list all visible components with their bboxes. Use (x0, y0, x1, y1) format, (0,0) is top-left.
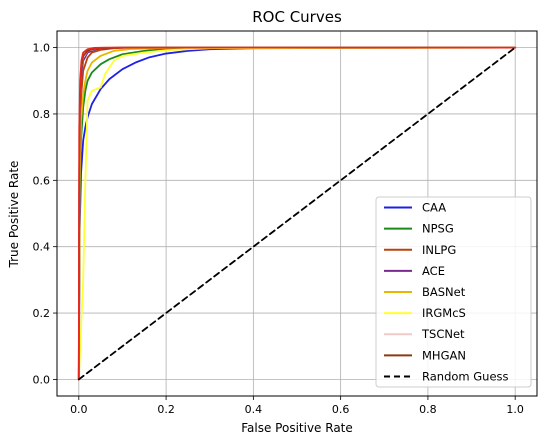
legend: CAA NPSG INLPG ACE BASNet IRGMcS TSCNet MHGAN Ra… (375, 196, 532, 388)
x-axis-label: False Positive Rate (241, 421, 353, 435)
legend-label: Random Guess (422, 369, 509, 383)
x-tick-label: 0.0 (70, 403, 88, 416)
y-tick-label: 0.8 (33, 108, 51, 121)
x-tick-label: 0.8 (419, 403, 437, 416)
legend-label: MHGAN (422, 348, 466, 362)
legend-label: IRGMcS (422, 306, 466, 320)
series-layer (77, 46, 517, 381)
series-line-random-guess (77, 46, 517, 381)
y-axis-label: True Positive Rate (7, 161, 21, 269)
x-ticks: 0.0 0.2 0.4 0.6 0.8 1.0 (70, 396, 524, 416)
x-tick-label: 0.2 (157, 403, 175, 416)
y-ticks: 0.0 0.2 0.4 0.6 0.8 1.0 (33, 42, 57, 386)
legend-label: CAA (422, 201, 446, 215)
y-tick-label: 0.4 (33, 241, 51, 254)
legend-label: NPSG (422, 222, 454, 236)
y-tick-label: 0.0 (33, 373, 51, 386)
legend-label: TSCNet (421, 327, 465, 341)
plot-frame (56, 30, 538, 397)
x-tick-label: 1.0 (506, 403, 524, 416)
x-tick-label: 0.6 (332, 403, 350, 416)
series-line-mhgan-top (77, 46, 517, 381)
legend-label: INLPG (422, 243, 456, 257)
series-line-basnet (77, 46, 517, 381)
legend-box (375, 196, 532, 388)
y-tick-label: 1.0 (33, 42, 51, 55)
x-tick-label: 0.4 (245, 403, 263, 416)
legend-label: ACE (422, 264, 445, 278)
y-tick-label: 0.2 (33, 307, 51, 320)
chart-title: ROC Curves (252, 8, 342, 26)
y-tick-label: 0.6 (33, 174, 51, 187)
series-line-irgmcs (77, 46, 517, 381)
legend-label: BASNet (422, 285, 466, 299)
